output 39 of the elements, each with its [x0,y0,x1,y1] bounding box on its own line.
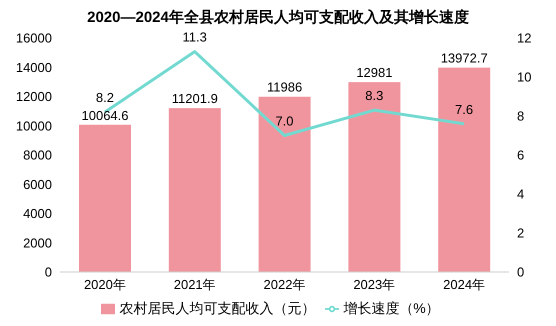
x-tick-label: 2024年 [443,277,486,292]
data-label: 7.6 [455,102,474,117]
y-tick-label: 16000 [16,30,52,46]
x-tick-label: 2020年 [84,277,126,292]
y2-tick-label: 6 [517,148,524,163]
y-tick-label: 8000 [23,148,52,163]
y2-tick-label: 12 [517,30,532,46]
y-tick-label: 14000 [16,60,52,75]
bar [79,124,131,272]
x-tick-label: 2021年 [174,277,216,292]
y2-tick-label: 0 [517,264,524,280]
bar [258,96,311,272]
y-tick-label: 10000 [16,118,52,134]
data-label: 12981 [356,65,392,80]
data-label: 11.3 [182,30,207,45]
bar [438,68,490,272]
bar [348,82,400,272]
bar [168,108,221,272]
y-tick-label: 4000 [23,206,52,222]
y2-tick-label: 10 [517,70,532,85]
y-tick-label: 2000 [23,235,52,250]
x-tick-label: 2023年 [353,277,396,292]
data-label: 11201.9 [172,91,218,106]
y2-tick-label: 8 [517,108,524,124]
legend-label: 农村居民人均可支配收入（元） [119,300,316,316]
data-label: 10064.6 [82,108,128,123]
data-label: 8.2 [96,90,114,106]
y-tick-label: 0 [44,264,52,280]
legend-label: 增长速度（%） [343,300,440,316]
data-label: 7.0 [275,114,294,128]
chart-title: 2020—2024年全县农村居民人均可支配收入及其增长速度 [86,8,470,28]
data-label: 11986 [267,80,302,95]
y2-tick-label: 4 [517,186,524,202]
data-label: 13972.7 [440,50,488,66]
x-tick-label: 2022年 [264,277,306,292]
data-label: 8.3 [365,88,384,104]
y-tick-label: 6000 [23,176,52,192]
y2-tick-label: 2 [517,226,524,241]
y-tick-label: 12000 [16,89,52,104]
